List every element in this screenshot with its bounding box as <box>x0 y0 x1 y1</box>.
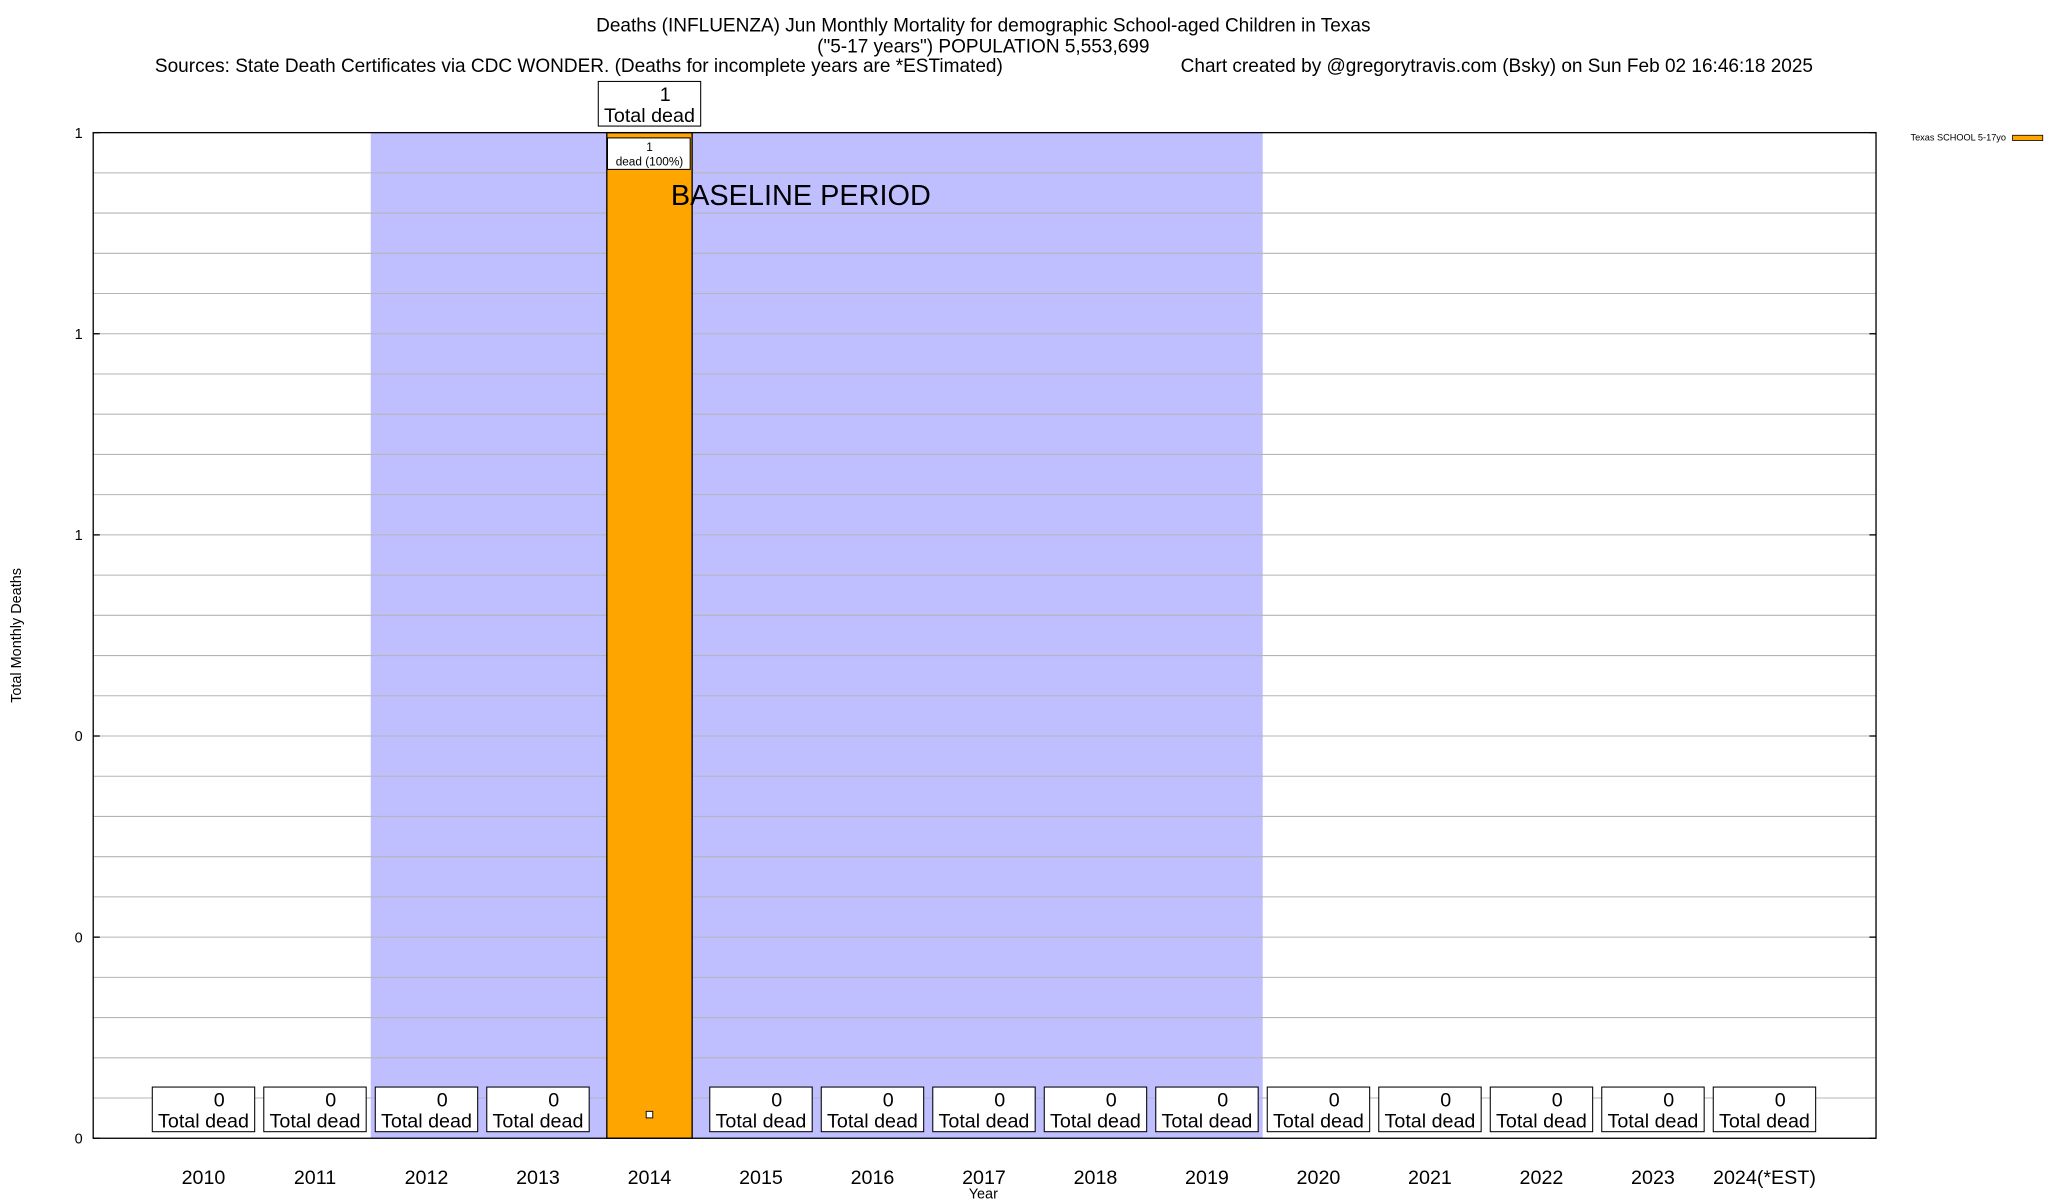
total-label-value: 0 <box>1663 1090 1674 1112</box>
bar-inner-label-box <box>606 137 691 170</box>
total-label-value: 0 <box>883 1090 894 1112</box>
x-tick-label: 2014 <box>628 1167 672 1189</box>
x-tick-label: 2011 <box>294 1167 336 1189</box>
x-tick-label: 2019 <box>1185 1167 1229 1189</box>
x-tick-label: 2012 <box>405 1167 449 1189</box>
baseline-period-label: BASELINE PERIOD <box>671 180 931 212</box>
x-tick-label: 2020 <box>1297 1167 1341 1189</box>
total-label-box <box>263 1086 367 1133</box>
total-label-box <box>1043 1086 1148 1133</box>
total-label-box <box>1155 1086 1259 1133</box>
total-label-text: Total dead <box>381 1111 472 1133</box>
chart-sources: Sources: State Death Certificates via CD… <box>155 56 1003 77</box>
chart-credit: Chart created by @gregorytravis.com (Bsk… <box>1181 56 1813 77</box>
total-label-text: Total dead <box>1608 1111 1699 1133</box>
legend-swatch <box>2012 134 2044 141</box>
total-label-box <box>374 1086 479 1133</box>
total-label-value: 0 <box>214 1090 225 1112</box>
total-label-box <box>709 1086 813 1133</box>
x-tick-label: 2022 <box>1520 1167 1564 1189</box>
legend-label: Texas SCHOOL 5-17yo <box>1910 133 2006 143</box>
chart-subtitle: ("5-17 years") POPULATION 5,553,699 <box>817 37 1149 58</box>
x-axis-label: Year <box>969 1187 998 1200</box>
total-label-text: Total dead <box>604 105 695 127</box>
total-label-box <box>820 1086 925 1133</box>
total-label-box <box>932 1086 1036 1133</box>
total-label-text: Total dead <box>716 1111 807 1133</box>
chart-title: Deaths (INFLUENZA) Jun Monthly Mortality… <box>596 16 1370 37</box>
total-label-value: 0 <box>771 1090 782 1112</box>
total-label-text: Total dead <box>827 1111 918 1133</box>
x-tick-label: 2021 <box>1408 1167 1452 1189</box>
total-label-value: 1 <box>660 84 671 106</box>
total-label-text: Total dead <box>493 1111 584 1133</box>
bar <box>606 131 693 1139</box>
x-tick-label: 2016 <box>851 1167 895 1189</box>
x-tick-label: 2017 <box>962 1167 1006 1189</box>
total-label-value: 0 <box>994 1090 1005 1112</box>
x-tick-label: 2013 <box>516 1167 560 1189</box>
total-label-box <box>1489 1086 1594 1133</box>
total-label-box <box>1601 1086 1705 1133</box>
x-tick-label: 2010 <box>182 1167 226 1189</box>
total-label-text: Total dead <box>1273 1111 1364 1133</box>
total-label-text: Total dead <box>939 1111 1030 1133</box>
total-label-value: 0 <box>548 1090 559 1112</box>
total-label-box <box>597 80 702 127</box>
total-label-value: 0 <box>1775 1090 1786 1112</box>
y-tick-label: 0 <box>75 930 83 946</box>
y-axis-label: Total Monthly Deaths <box>9 568 25 703</box>
x-tick-label: 2023 <box>1631 1167 1675 1189</box>
total-label-box <box>1266 1086 1371 1133</box>
y-tick-label: 0 <box>75 1132 83 1148</box>
baseline-period-shade <box>370 132 1263 1139</box>
total-label-box <box>151 1086 256 1133</box>
x-tick-marker <box>645 1110 654 1119</box>
plot-frame <box>92 131 1877 1139</box>
x-tick-label: 2024(*EST) <box>1713 1167 1816 1189</box>
total-label-text: Total dead <box>1719 1111 1810 1133</box>
total-label-box <box>486 1086 590 1133</box>
y-tick-label: 1 <box>75 528 83 544</box>
y-tick-label: 1 <box>75 327 83 343</box>
total-label-text: Total dead <box>1050 1111 1141 1133</box>
total-label-value: 0 <box>1552 1090 1563 1112</box>
y-tick-label: 1 <box>75 126 83 142</box>
total-label-value: 0 <box>1440 1090 1451 1112</box>
y-tick-label: 0 <box>75 729 83 745</box>
total-label-box <box>1712 1086 1817 1133</box>
bar-inner-label-text: dead (100%) <box>616 154 684 168</box>
total-label-box <box>1378 1086 1482 1133</box>
total-label-value: 0 <box>1106 1090 1117 1112</box>
total-label-value: 0 <box>1217 1090 1228 1112</box>
total-label-value: 0 <box>1329 1090 1340 1112</box>
total-label-text: Total dead <box>158 1111 249 1133</box>
total-label-value: 0 <box>325 1090 336 1112</box>
total-label-text: Total dead <box>1162 1111 1253 1133</box>
total-label-text: Total dead <box>270 1111 361 1133</box>
total-label-text: Total dead <box>1496 1111 1587 1133</box>
bar-inner-label-value: 1 <box>646 140 653 154</box>
x-tick-label: 2018 <box>1074 1167 1118 1189</box>
x-tick-label: 2015 <box>739 1167 783 1189</box>
total-label-value: 0 <box>437 1090 448 1112</box>
total-label-text: Total dead <box>1385 1111 1476 1133</box>
